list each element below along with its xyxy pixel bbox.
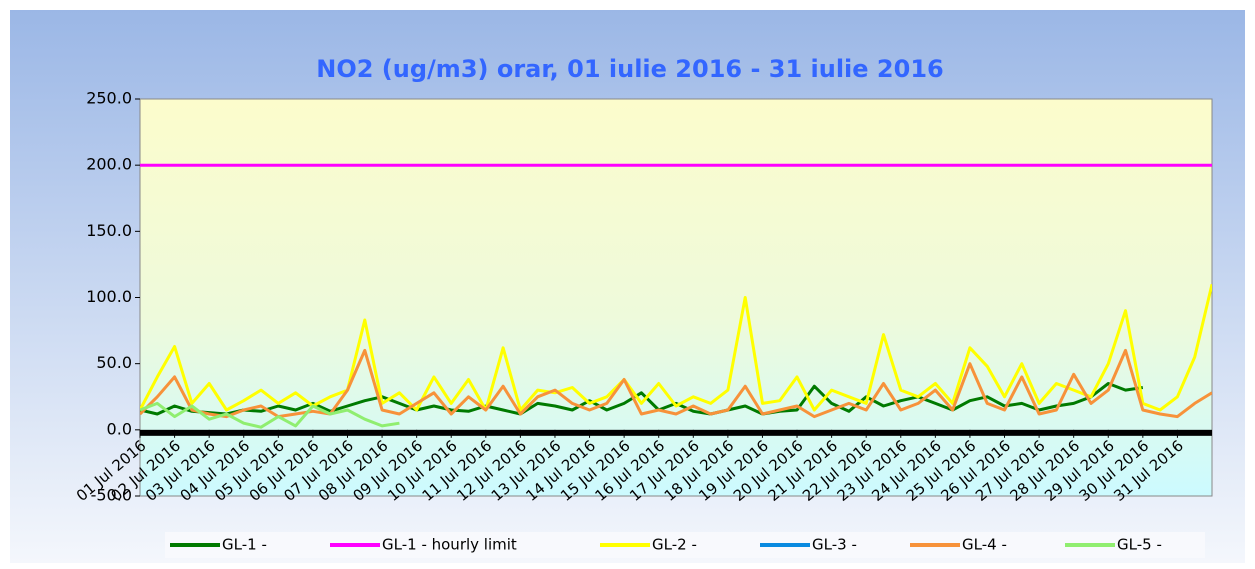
legend-label: GL-1 - hourly limit [382,536,517,554]
series-line [140,283,1212,412]
series-line [140,348,1212,419]
legend-label: GL-4 - [962,536,1007,554]
y-tick-label: 250.0 [86,89,132,108]
y-tick-label: 50.0 [96,353,132,372]
x-axis-band [140,429,1212,436]
legend-label: GL-2 - [652,536,697,554]
y-tick-label: 150.0 [86,221,132,240]
y-tick-label: 200.0 [86,155,132,174]
legend-label: GL-3 - [812,536,857,554]
legend-label: GL-1 - [222,536,267,554]
series-line [140,382,1144,416]
legend-label: GL-5 - [1117,536,1162,554]
y-tick-label: 100.0 [86,287,132,306]
plot-area [139,98,1213,497]
chart-title: NO2 (ug/m3) orar, 01 iulie 2016 - 31 iul… [316,55,943,83]
y-tick-label: -50.0 [91,486,132,505]
y-tick-label: 0.0 [107,419,132,438]
series-line [140,401,400,429]
